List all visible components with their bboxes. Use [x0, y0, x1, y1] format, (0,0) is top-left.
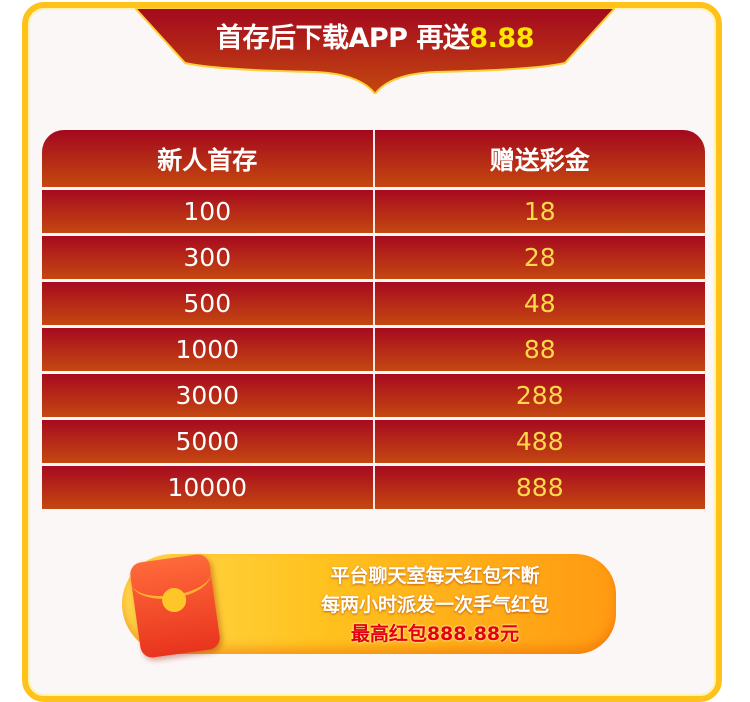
promo-line-2: 每两小时派发一次手气红包 [320, 594, 549, 616]
bonus-cell: 88 [523, 335, 556, 364]
table-row: 300 28 [42, 236, 705, 279]
deposit-cell: 10000 [42, 466, 375, 509]
table-row: 500 48 [42, 282, 705, 325]
bonus-cell: 48 [523, 289, 556, 318]
table-row: 10000 888 [42, 466, 705, 509]
deposit-cell: 300 [42, 236, 375, 279]
table-row: 5000 488 [42, 420, 705, 463]
promo-text: 平台聊天室每天红包不断 每两小时派发一次手气红包 最高红包888.88元 [280, 562, 590, 649]
banner-highlight: 8.88 [469, 23, 534, 54]
deposit-cell: 5000 [42, 420, 375, 463]
bonus-cell: 28 [523, 243, 556, 272]
deposit-cell: 1000 [42, 328, 375, 371]
bonus-cell: 288 [515, 381, 564, 410]
header-bonus: 赠送彩金 [489, 145, 590, 175]
header-deposit: 新人首存 [42, 130, 375, 187]
banner-title: 首存后下载APP 再送8.88 [216, 23, 534, 54]
table-header: 新人首存 赠送彩金 [42, 130, 705, 187]
deposit-cell: 100 [42, 190, 375, 233]
deposit-cell: 3000 [42, 374, 375, 417]
table-row: 1000 88 [42, 328, 705, 371]
promo-line-1: 平台聊天室每天红包不断 [330, 565, 540, 587]
deposit-cell: 500 [42, 282, 375, 325]
title-banner [135, 8, 615, 94]
bonus-cell: 18 [523, 197, 556, 226]
promo-line-3: 最高红包888.88元 [350, 623, 520, 645]
bonus-table: 新人首存 赠送彩金 100 18 300 28 500 48 1000 88 3000 288 50… [42, 130, 705, 509]
table-row: 100 18 [42, 190, 705, 233]
table-row: 3000 288 [42, 374, 705, 417]
red-envelope-icon [128, 552, 222, 660]
bonus-cell: 888 [515, 473, 564, 502]
bonus-cell: 488 [515, 427, 564, 456]
